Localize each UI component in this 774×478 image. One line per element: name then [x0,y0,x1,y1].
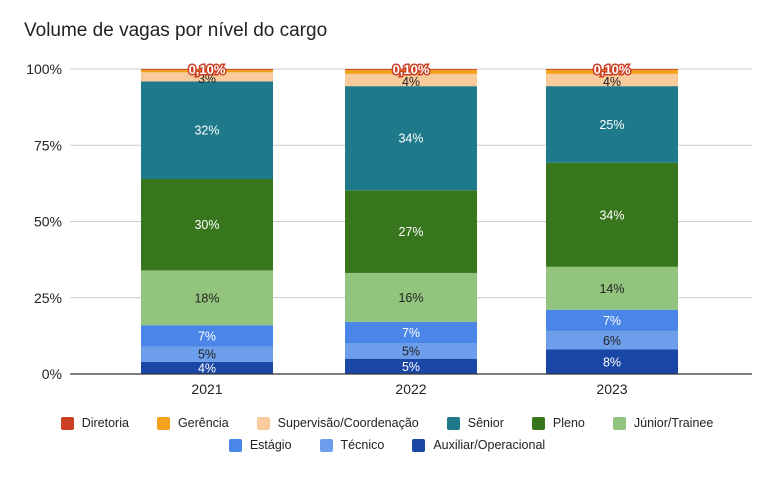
bar-segment [141,178,273,271]
legend-label: Diretoria [81,416,129,430]
bar-segment [546,86,678,163]
bar-segment [345,73,477,87]
bar-segment [345,321,477,344]
data-label: 6% [603,334,621,348]
chart-plot: 0%25%50%75%100%4%5%7%18%30%32%3%0,10%202… [26,61,752,397]
y-tick-label: 100% [26,61,62,77]
legend-row-1: Diretoria Gerência Supervisão/Coordenação S… [0,416,774,430]
bar-segment [546,162,678,267]
bar-segment [141,69,273,70]
legend-swatch [60,416,74,430]
data-label: 0,10% [393,62,430,77]
legend-item: Gerência [156,416,229,430]
legend-swatch [228,438,242,452]
y-tick-label: 0% [42,366,62,382]
data-label: 8% [603,355,621,369]
bar-segment [546,331,678,350]
legend-item: Diretoria [60,416,129,430]
legend-swatch [531,416,545,430]
legend-swatch [446,416,460,430]
bar-segment [546,69,678,74]
legend-label: Técnico [340,438,385,452]
legend-label: Auxiliar/Operacional [433,438,546,452]
data-label: 27% [398,225,423,239]
bar-segment [141,69,273,73]
data-label: 14% [599,282,624,296]
legend-label: Sênior [467,416,504,430]
legend-label: Gerência [177,416,229,430]
bar-segment [141,325,273,347]
data-label: 0,10% [189,62,226,77]
y-tick-label: 75% [34,137,62,153]
legend-swatch [156,416,170,430]
bar-segment [141,346,273,362]
legend-label: Júnior/Trainee [633,416,714,430]
legend-item: Estágio [228,438,292,452]
legend-label: Estágio [249,438,292,452]
legend-swatch [412,438,426,452]
legend-swatch [319,438,333,452]
chart-title: Volume de vagas por nível do cargo [24,20,328,41]
y-tick-label: 50% [34,214,62,230]
legend-item: Supervisão/Coordenação [256,416,419,430]
y-tick-label: 25% [34,290,62,306]
legend-item: Júnior/Trainee [612,416,714,430]
x-tick-label: 2021 [191,381,222,397]
bar-segment [546,309,678,332]
x-tick-label: 2022 [395,381,426,397]
legend-item: Técnico [319,438,385,452]
data-label: 0,10% [594,62,631,77]
bar-segment [546,266,678,310]
legend-item: Sênior [446,416,504,430]
data-label: 25% [599,118,624,132]
data-label: 4% [198,361,216,375]
data-label: 7% [402,326,420,340]
bar-segment [345,190,477,273]
data-label: 5% [198,348,216,362]
bar-segment [345,86,477,191]
legend-item: Auxiliar/Operacional [412,438,545,452]
legend-label: Pleno [552,416,585,430]
data-label: 4% [402,75,420,89]
bar-segment [546,73,678,87]
data-label: 3% [198,72,216,86]
bar-segment [345,69,477,74]
bar-segment [345,358,477,374]
data-label: 4% [603,75,621,89]
data-label: 34% [599,208,624,222]
data-label: 16% [398,291,423,305]
legend-item: Pleno [531,416,585,430]
data-label: 30% [194,218,219,232]
bar-segment [141,361,273,374]
bar-segment [141,270,273,326]
data-label: 5% [402,360,420,374]
x-tick-label: 2023 [596,381,627,397]
data-label: 18% [194,291,219,305]
legend-swatch [612,416,626,430]
data-label: 5% [402,345,420,359]
data-label: 7% [603,314,621,328]
bar-segment [345,69,477,70]
bar-segment [141,72,273,82]
data-label: 32% [194,124,219,138]
legend-label: Supervisão/Coordenação [277,416,419,430]
bar-segment [141,81,273,179]
data-label: 34% [398,132,423,146]
bar-segment [546,69,678,70]
legend-swatch [256,416,270,430]
bar-segment [345,343,477,359]
legend-row-2: Estágio Técnico Auxiliar/Operacional [0,438,774,452]
bar-segment [546,349,678,374]
data-label: 7% [198,329,216,343]
bar-segment [345,272,477,322]
